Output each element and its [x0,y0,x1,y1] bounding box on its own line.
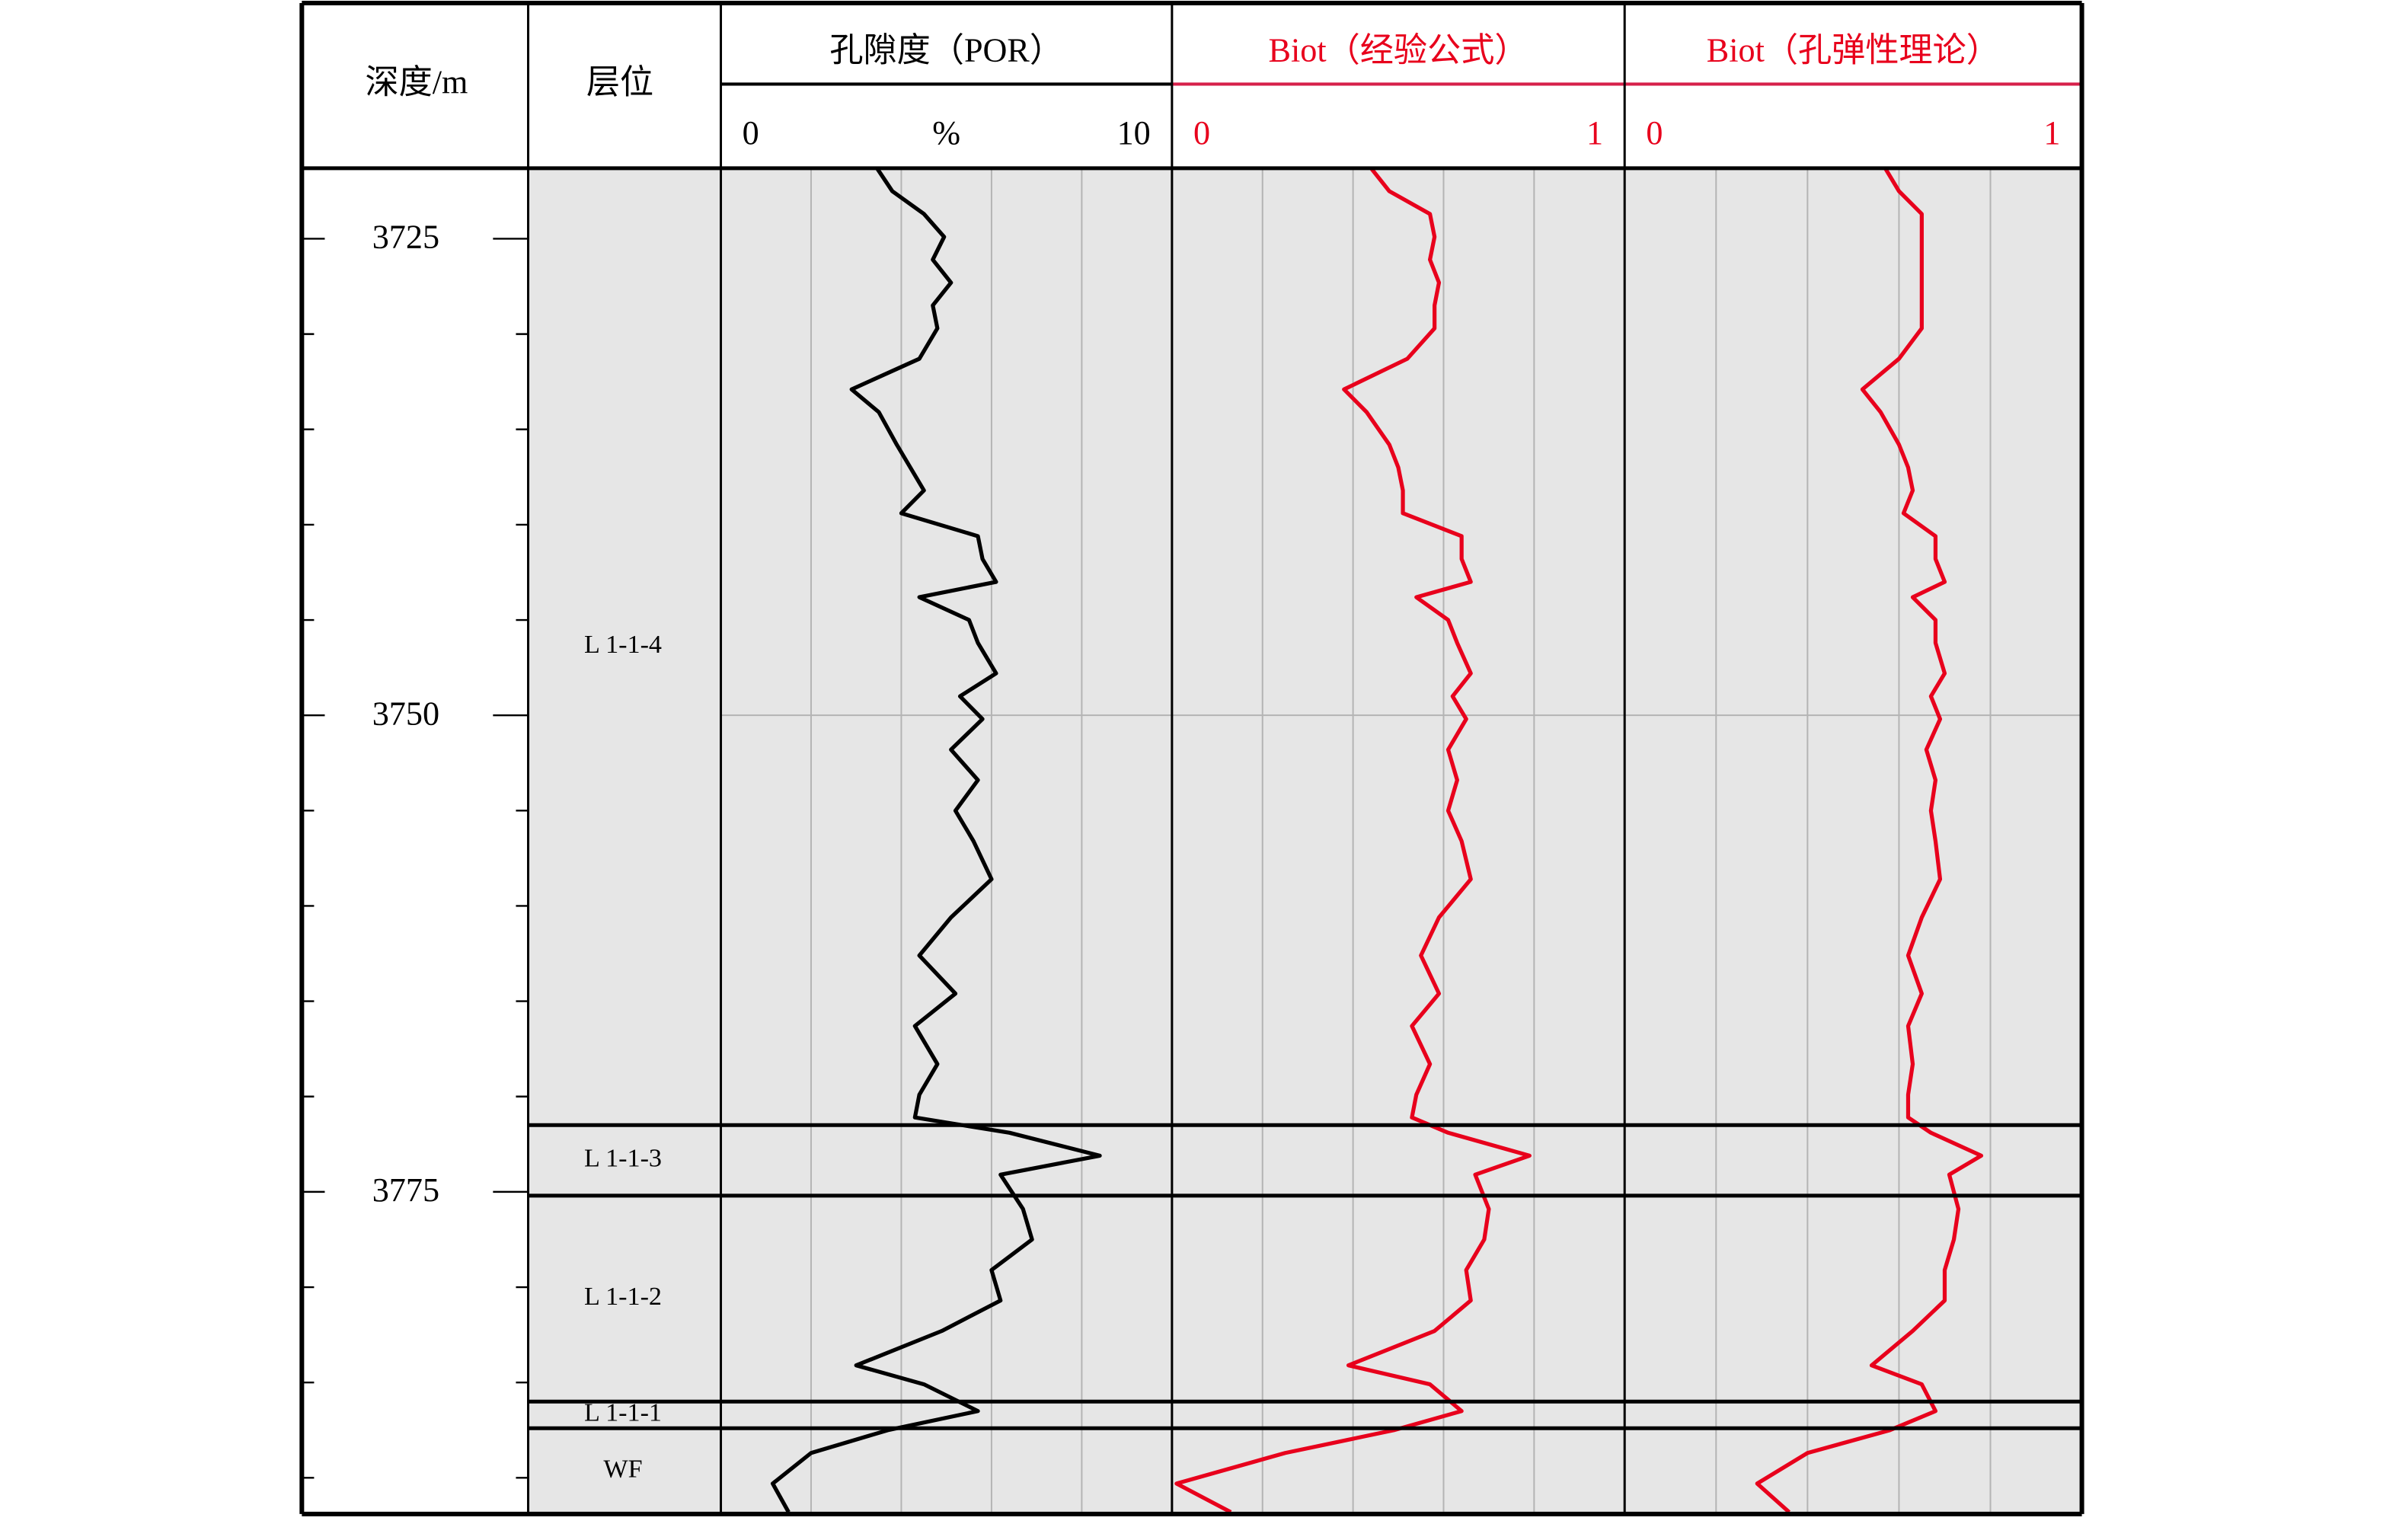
track-title: 孔隙度（POR） [829,31,1063,69]
x-tick-label: 0 [743,114,759,152]
zone-background [528,168,2082,1514]
zone-label: L 1-1-3 [584,1144,662,1172]
depth-header: 深度/m [365,64,468,101]
track-title: Biot（经验公式） [1269,31,1529,69]
zone-label: L 1-1-2 [584,1283,662,1311]
log-curve [1755,167,1984,1514]
y-tick-label: 3725 [372,219,439,256]
unit-label: % [932,114,960,152]
x-tick-label: 0 [1646,114,1663,152]
zone-label: WF [603,1455,642,1483]
x-tick-label: 10 [1117,114,1151,152]
zone-label: L 1-1-4 [584,631,662,659]
x-tick-label: 1 [1586,114,1603,152]
track-title: Biot（孔弹性理论） [1707,31,2000,69]
zone-header: 层位 [586,64,653,101]
log-curve [1174,167,1532,1514]
x-tick-label: 1 [2043,114,2060,152]
zone-label: L 1-1-1 [584,1399,662,1427]
log-curve [770,167,1102,1513]
x-tick-label: 0 [1193,114,1210,152]
y-tick-label: 3750 [372,695,439,732]
y-tick-label: 3775 [372,1171,439,1209]
